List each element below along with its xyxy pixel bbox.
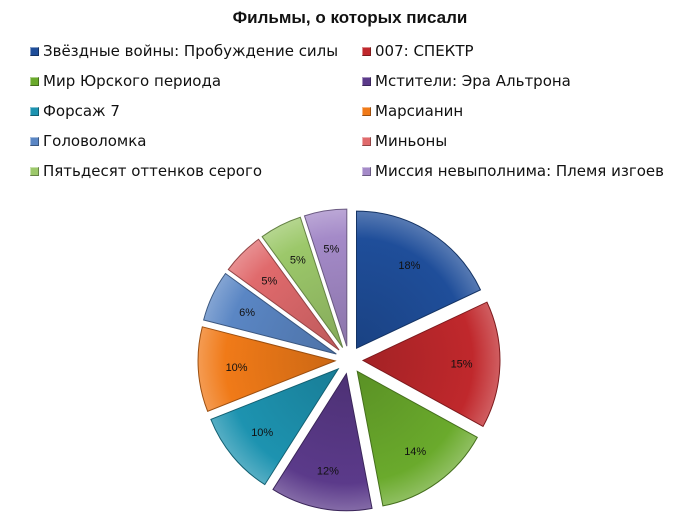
legend-item: Пятьдесят оттенков серого	[30, 162, 262, 180]
pie-slices	[197, 208, 501, 512]
pie-slice	[261, 216, 344, 348]
legend-swatch	[30, 166, 39, 176]
slice-data-label: 5%	[290, 255, 306, 267]
legend-swatch	[30, 136, 39, 146]
legend-swatch	[30, 76, 39, 86]
legend-label: 007: СПЕКТР	[375, 42, 474, 60]
pie-slice	[361, 301, 501, 428]
slice-data-label: 5%	[261, 275, 277, 287]
pie-slice	[356, 210, 482, 349]
pie-slice	[203, 272, 337, 355]
legend-label: Мир Юрского периода	[43, 72, 222, 90]
legend-label: Звёздные войны: Пробуждение силы	[43, 42, 339, 60]
slice-data-label: 10%	[251, 427, 273, 439]
pie-slice	[197, 326, 337, 412]
legend-label: Пятьдесят оттенков серого	[43, 162, 263, 180]
slice-data-label: 18%	[398, 260, 420, 272]
legend-item: Миссия невыполнима: Племя изгоев	[362, 162, 664, 180]
legend-item: 007: СПЕКТР	[362, 42, 474, 60]
slice-data-label: 6%	[239, 307, 255, 319]
legend-label: Марсианин	[375, 102, 464, 120]
legend-item: Звёздные войны: Пробуждение силы	[30, 42, 338, 60]
legend-item: Миньоны	[362, 132, 447, 150]
legend-label: Мстители: Эра Альтрона	[375, 72, 571, 90]
legend-item: Марсианин	[362, 102, 463, 120]
legend-item: Мстители: Эра Альтрона	[362, 72, 571, 90]
legend-swatch	[362, 106, 371, 116]
legend-label: Миссия невыполнима: Племя изгоев	[375, 162, 664, 180]
slice-data-label: 5%	[323, 244, 339, 256]
slice-data-label: 15%	[451, 359, 473, 371]
legend-item: Форсаж 7	[30, 102, 120, 120]
legend-label: Миньоны	[375, 132, 448, 150]
legend-swatch	[362, 166, 371, 176]
pie-slice	[272, 372, 373, 512]
pie-slice	[227, 238, 340, 351]
legend-label: Головоломка	[43, 132, 147, 150]
pie-slice	[210, 367, 340, 486]
pie-slice	[303, 208, 348, 347]
legend-swatch	[30, 106, 39, 116]
legend-swatch	[362, 76, 371, 86]
legend-swatch	[362, 136, 371, 146]
chart-title: Фильмы, о которых писали	[232, 8, 468, 27]
slice-data-label: 14%	[404, 446, 426, 458]
legend-item: Мир Юрского периода	[30, 72, 221, 90]
slice-data-label: 10%	[226, 362, 248, 374]
legend-swatch	[30, 46, 39, 56]
legend-item: Головоломка	[30, 132, 146, 150]
legend-label: Форсаж 7	[43, 102, 120, 120]
slice-data-label: 12%	[317, 466, 339, 478]
pie-slice	[356, 370, 478, 507]
pie-labels: 18% 15% 14% 12% 10% 10% 6% 5% 5% 5%	[226, 244, 473, 478]
legend-swatch	[362, 46, 371, 56]
